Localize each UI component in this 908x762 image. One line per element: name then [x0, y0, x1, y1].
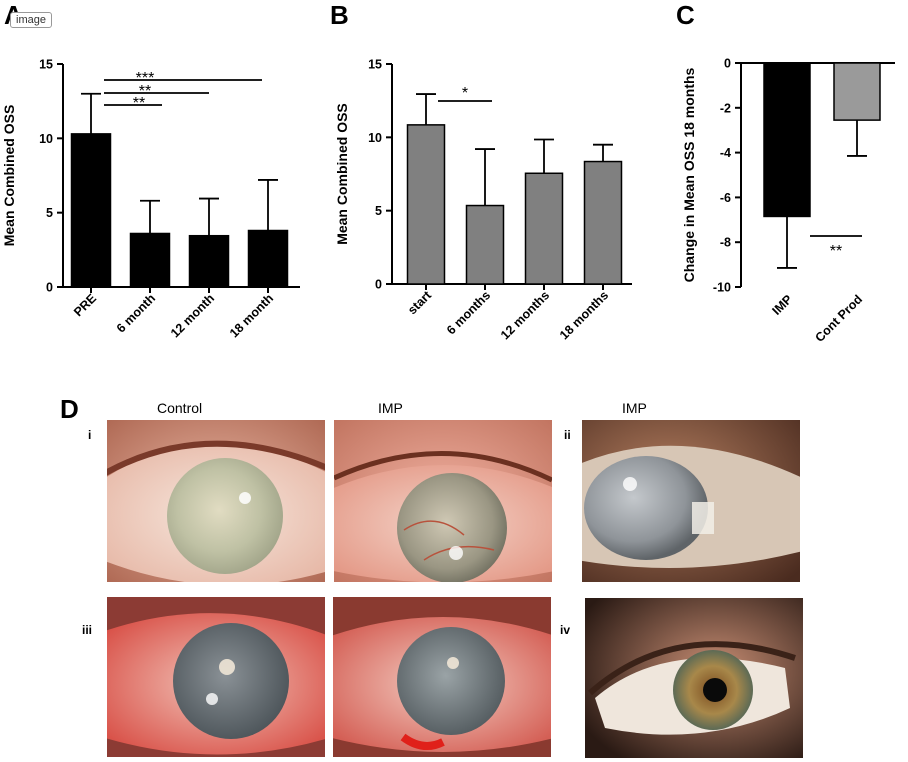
eye-photo-imp-ii	[582, 420, 800, 582]
eye-photo-imp-iv	[585, 598, 803, 758]
cb-y-tick-label: 10	[368, 131, 382, 145]
cc-bar	[763, 62, 811, 218]
cc-y-tick-label: -2	[720, 101, 731, 115]
eye-photo-control-i	[107, 420, 325, 582]
cc-y-tick-label: -8	[720, 236, 731, 250]
row-label-i: i	[88, 428, 92, 442]
image-tag[interactable]: image	[10, 12, 52, 28]
ca-bar	[70, 133, 112, 288]
ca-bar	[129, 232, 171, 288]
row-label-iv: iv	[560, 623, 571, 637]
column-header-control: Control	[157, 400, 203, 416]
cb-bar	[524, 172, 564, 285]
cc-significance-label: **	[830, 243, 842, 260]
cc-x-tick-label: IMP	[769, 292, 795, 318]
cc-y-tick-label: -10	[713, 281, 731, 295]
ca-bar	[188, 234, 230, 288]
cb-bar	[406, 124, 446, 285]
ca-x-tick-label: 12 month	[168, 291, 217, 340]
cc-y-axis-title: Change in Mean OSS 18 months	[681, 67, 697, 282]
cc-y-tick-label: -6	[720, 191, 731, 205]
eye-photo-imp-iii	[333, 597, 551, 757]
ca-x-tick-label: 6 month	[114, 291, 158, 335]
column-header-imp-1: IMP	[378, 400, 403, 416]
ca-bar	[247, 229, 289, 288]
column-header-imp-2: IMP	[622, 400, 647, 416]
cc-y-tick-label: 0	[724, 57, 731, 71]
cb-x-tick-label: start	[405, 288, 435, 318]
ca-y-axis-title: Mean Combined OSS	[1, 105, 17, 247]
cb-significance-label: *	[462, 85, 468, 102]
cb-x-tick-label: 6 months	[444, 288, 493, 337]
cb-bar	[465, 204, 505, 285]
panel-letter-b: B	[330, 0, 349, 30]
eye-photo-control-iii	[107, 597, 325, 757]
cb-y-tick-label: 15	[368, 58, 382, 72]
ca-y-tick-label: 0	[46, 281, 53, 295]
ca-significance-label: **	[133, 95, 145, 112]
ca-significance-label: ***	[136, 70, 155, 87]
panel-letter-c: C	[676, 0, 695, 30]
panel-letter-d: D	[60, 394, 79, 424]
cb-x-tick-label: 12 months	[498, 288, 552, 342]
cb-y-axis-title: Mean Combined OSS	[334, 103, 350, 245]
ca-y-tick-label: 10	[39, 132, 53, 146]
cc-x-tick-label: Cont Prod	[812, 292, 865, 345]
cc-bar	[833, 62, 881, 121]
cb-bar	[583, 160, 623, 285]
ca-y-tick-label: 5	[46, 206, 53, 220]
cb-x-tick-label: 18 months	[557, 288, 611, 342]
ca-x-tick-label: PRE	[71, 291, 99, 319]
cb-y-tick-label: 0	[375, 278, 382, 292]
charts-canvas: 0 5 10 15 PRE 6 month 12 month 18 month Mean Com…	[1, 57, 895, 345]
row-label-iii: iii	[82, 623, 93, 637]
eye-photo-imp-i	[334, 420, 552, 582]
ca-significance-label: **	[139, 83, 151, 100]
ca-y-tick-label: 15	[39, 58, 53, 72]
ca-x-tick-label: 18 month	[227, 291, 276, 340]
cc-y-tick-label: -4	[720, 146, 731, 160]
row-label-ii: ii	[564, 428, 571, 442]
cb-y-tick-label: 5	[375, 204, 382, 218]
